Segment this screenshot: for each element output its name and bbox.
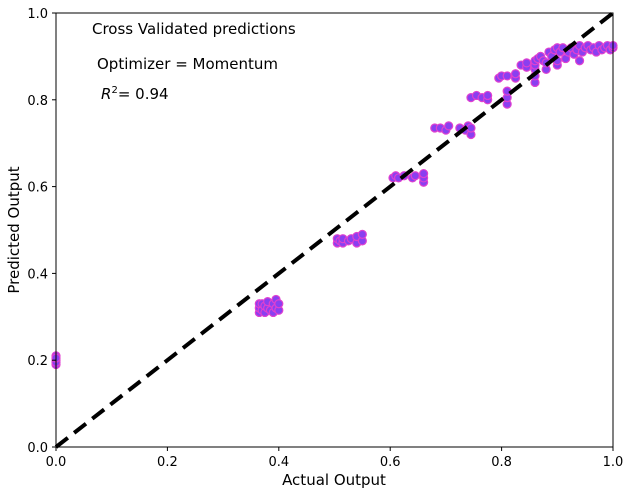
r2-value: = 0.94 bbox=[118, 85, 169, 103]
data-point bbox=[357, 229, 367, 239]
x-tick-label: 1.0 bbox=[603, 455, 624, 470]
data-point bbox=[510, 69, 521, 79]
y-tick-label: 0.4 bbox=[27, 267, 48, 282]
y-tick-label: 0.2 bbox=[27, 354, 48, 369]
annotation-title: Cross Validated predictions bbox=[92, 20, 296, 38]
data-point bbox=[522, 58, 532, 68]
x-axis-label: Actual Output bbox=[282, 471, 386, 489]
x-tick-label: 0.6 bbox=[380, 455, 401, 470]
data-point bbox=[483, 90, 493, 101]
annotation-r2: R2= 0.94 bbox=[101, 85, 169, 103]
plot-frame bbox=[55, 12, 614, 448]
annotation-optimizer: Optimizer = Momentum bbox=[97, 55, 278, 73]
data-point bbox=[502, 71, 512, 81]
x-tick-label: 0.0 bbox=[46, 455, 67, 470]
data-point bbox=[574, 56, 585, 66]
data-point bbox=[466, 123, 476, 133]
identity-reference-line bbox=[54, 11, 615, 449]
y-tick-label: 1.0 bbox=[27, 7, 48, 22]
data-point bbox=[444, 121, 454, 131]
y-axis-ticks: 0.0 0.2 0.4 0.6 0.8 1.0 bbox=[27, 7, 56, 456]
data-point bbox=[274, 299, 284, 309]
y-axis-label: Predicted Output bbox=[5, 166, 23, 293]
data-point bbox=[410, 171, 420, 181]
x-tick-label: 0.4 bbox=[268, 455, 289, 470]
y-tick-label: 0.8 bbox=[27, 94, 48, 109]
x-tick-label: 0.8 bbox=[491, 455, 512, 470]
data-point bbox=[419, 168, 429, 179]
x-axis-ticks: 0.0 0.2 0.4 0.6 0.8 1.0 bbox=[46, 447, 624, 470]
x-tick-label: 0.2 bbox=[157, 455, 178, 470]
y-tick-label: 0.6 bbox=[27, 181, 48, 196]
y-tick-label: 0.0 bbox=[27, 441, 48, 456]
